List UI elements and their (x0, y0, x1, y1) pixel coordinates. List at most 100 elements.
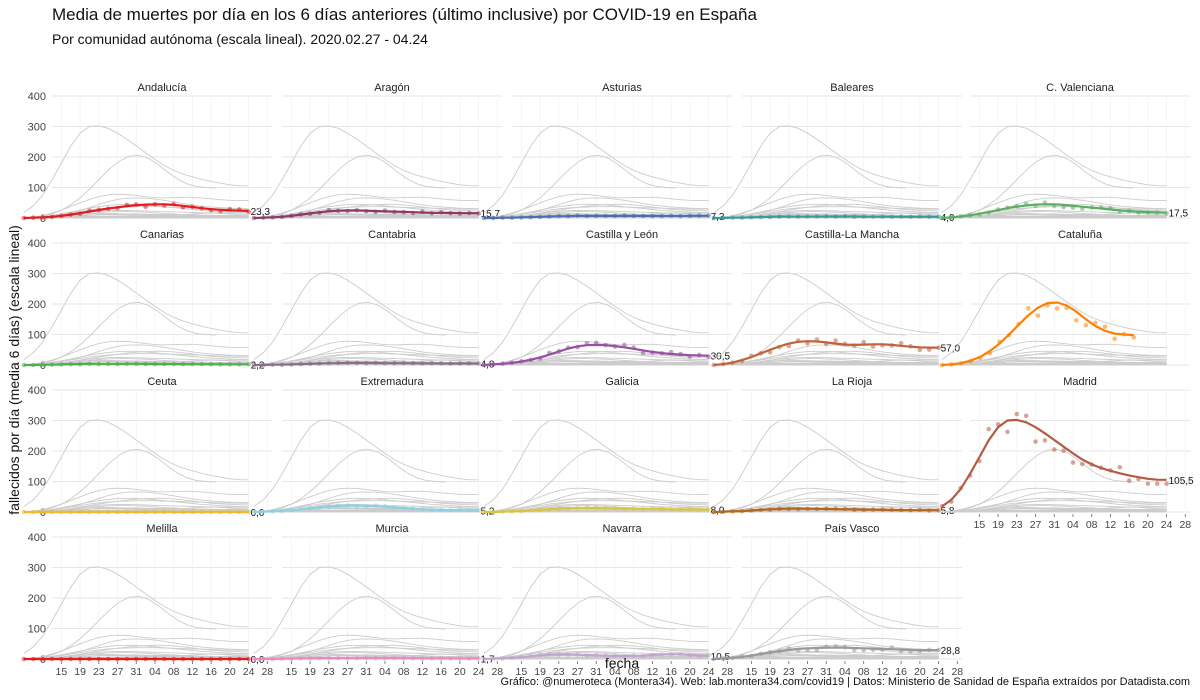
panel-title: Baleares (830, 82, 874, 94)
background-series-line (483, 125, 709, 213)
background-series-line (483, 419, 709, 507)
background-series-line (941, 359, 1167, 366)
background-series-line (941, 155, 1134, 219)
data-point (1035, 313, 1041, 318)
x-tick-label: 12 (1105, 519, 1117, 531)
data-point (1112, 336, 1117, 342)
data-point (1023, 413, 1029, 419)
series-line (483, 343, 709, 367)
data-point (1164, 481, 1169, 487)
x-tick-label: 28 (1179, 519, 1191, 531)
background-series-line (23, 350, 249, 366)
x-tick-label: 27 (802, 666, 814, 678)
y-tick-label: 400 (28, 385, 46, 397)
data-point (1005, 429, 1010, 435)
x-tick-label: 24 (1161, 519, 1173, 531)
background-series-line (941, 363, 1167, 366)
y-tick-label: 200 (28, 593, 46, 605)
chart-caption: Gráfico: @numeroteca (Montera34). Web: l… (500, 676, 1190, 688)
background-series-line (713, 449, 906, 513)
y-tick-label: 300 (28, 122, 46, 134)
panel-title: Cataluña (1058, 229, 1103, 241)
data-point (1083, 322, 1089, 328)
background-series-line (713, 363, 939, 366)
x-tick-label: 31 (590, 666, 602, 678)
panel-title: Asturias (602, 82, 642, 94)
panel-pa-s-vasco: País Vasco 28,8 15 19 23 27 31 04 08 12 16 20 24 28 (711, 523, 963, 678)
background-series-line (941, 125, 1167, 213)
series-line (713, 215, 939, 220)
x-tick-label: 24 (703, 666, 715, 678)
x-tick-label: 23 (1011, 519, 1023, 531)
panel-title: Navarra (602, 523, 642, 535)
x-tick-label: 15 (746, 666, 758, 678)
data-point (1073, 318, 1079, 323)
panel-title: Galicia (605, 376, 640, 388)
panel-title: C. Valenciana (1046, 82, 1115, 94)
x-tick-label: 24 (243, 666, 255, 678)
data-point (1154, 481, 1160, 487)
background-series-line (713, 155, 906, 219)
background-series-line (941, 497, 1167, 513)
series-line (713, 507, 939, 514)
panel-title: Canarias (140, 229, 185, 241)
panel-title: Castilla y León (586, 229, 658, 241)
background-series-line (23, 353, 249, 366)
background-series-line (941, 350, 1167, 366)
panel-castilla-y-le-n: Castilla y León 30,5 (481, 229, 732, 368)
panel-madrid: Madrid 105,5 15 19 23 27 31 04 08 12 16 20 24 28 (939, 376, 1194, 531)
data-point (1126, 478, 1132, 483)
background-series-line (23, 647, 249, 660)
series-line (713, 340, 939, 367)
x-tick-label: 27 (572, 666, 584, 678)
background-series-line (713, 125, 939, 213)
x-tick-label: 16 (1123, 519, 1135, 531)
x-tick-label: 27 (1030, 519, 1042, 531)
background-series-line (253, 497, 479, 513)
background-series-line (23, 125, 249, 213)
series-line (941, 203, 1167, 220)
background-series-line (253, 272, 479, 360)
x-tick-label: 08 (1086, 519, 1098, 531)
x-tick-label: 28 (951, 666, 963, 678)
panel-title: Castilla-La Mancha (805, 229, 900, 241)
background-series-line (253, 125, 479, 213)
background-series-line (23, 419, 249, 507)
end-value-label: 1,7 (481, 654, 495, 665)
background-series-line (713, 272, 939, 360)
x-tick-label: 19 (764, 666, 776, 678)
chart-title: Media de muertes por día en los 6 días a… (52, 5, 757, 24)
background-series-line (713, 359, 939, 366)
end-value-label: 0,0 (251, 655, 265, 666)
panel-title: La Rioja (832, 376, 873, 388)
x-tick-label: 12 (877, 666, 889, 678)
background-series-line (23, 644, 249, 660)
series-line (483, 214, 709, 220)
y-tick-label: 300 (28, 269, 46, 281)
background-series-line (23, 302, 216, 366)
y-tick-label: 300 (28, 416, 46, 428)
end-value-label: 0,0 (251, 508, 265, 519)
series-line (483, 506, 709, 514)
x-axis-title: fecha (605, 655, 639, 671)
x-tick-label: 24 (473, 666, 485, 678)
panel-c-valenciana: C. Valenciana 17,5 (939, 82, 1190, 221)
background-series-line (23, 272, 249, 360)
background-series-line (713, 566, 939, 654)
background-series-line (253, 644, 479, 660)
x-tick-label: 12 (647, 666, 659, 678)
x-tick-label: 31 (360, 666, 372, 678)
background-series-line (713, 419, 939, 507)
background-series-line (713, 203, 939, 219)
x-tick-label: 19 (304, 666, 316, 678)
x-tick-label: 15 (516, 666, 528, 678)
background-series-line (253, 350, 479, 366)
x-tick-label: 20 (914, 666, 926, 678)
background-series-line (23, 449, 216, 513)
background-series-line (483, 644, 709, 660)
x-tick-label: 08 (628, 666, 640, 678)
